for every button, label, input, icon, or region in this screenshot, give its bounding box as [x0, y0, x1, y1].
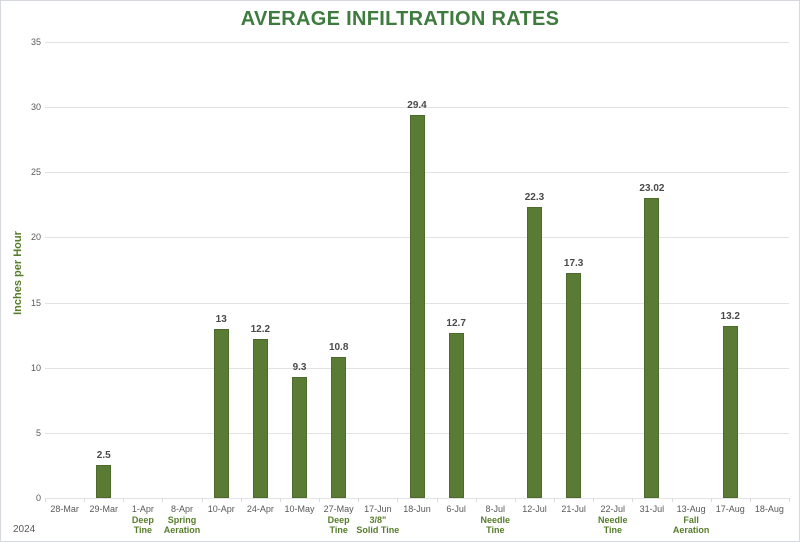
gridline	[45, 42, 789, 43]
x-axis-annotation: Deep Tine	[131, 515, 154, 535]
x-axis-label: 29-Mar	[89, 504, 118, 514]
x-axis-tick	[162, 498, 164, 502]
bar	[644, 198, 660, 498]
x-axis-annotation: 3/8" Solid Tine	[356, 515, 400, 535]
gridline	[45, 107, 789, 109]
x-axis-label: 18-Aug	[754, 504, 784, 514]
bar-value-label: 23.02	[639, 183, 665, 195]
x-axis-label: 27-May	[323, 504, 354, 514]
x-axis-tick	[514, 498, 516, 502]
x-axis-label: 1-Apr	[131, 504, 154, 514]
x-axis-tick	[710, 498, 712, 502]
x-axis-label: 17-Jun	[364, 504, 392, 514]
x-axis-annotation: Fall Aeration	[672, 515, 710, 535]
bar-value-label: 10.8	[328, 342, 349, 354]
y-axis-tick-label: 20	[30, 232, 41, 243]
bar	[566, 272, 582, 498]
bar-value-label: 2.5	[96, 450, 111, 462]
x-axis-label: 13-Aug	[676, 504, 706, 514]
bar	[252, 339, 268, 498]
x-axis-label: 12-Jul	[522, 504, 547, 514]
x-axis-label: 10-Apr	[207, 504, 235, 514]
x-axis-tick	[397, 498, 399, 502]
x-axis-tick	[789, 498, 790, 502]
x-axis-year-label: 2024	[13, 524, 36, 535]
x-axis-tick	[554, 498, 556, 502]
x-axis-tick	[201, 498, 203, 502]
x-axis-label: 22-Jul	[600, 504, 626, 514]
x-axis-tick	[45, 498, 46, 502]
bar-value-label: 17.3	[563, 257, 584, 269]
y-axis-tick-label: 25	[30, 167, 41, 178]
bar	[526, 207, 542, 498]
y-axis-tick-label: 30	[30, 102, 41, 113]
bar-value-label: 29.4	[407, 99, 427, 111]
y-axis-tick-label: 15	[30, 297, 41, 308]
bar	[722, 326, 738, 498]
bar-value-label: 12.7	[446, 317, 466, 329]
x-axis-annotation: Needle Tine	[480, 515, 511, 535]
x-axis-label: 8-Apr	[171, 504, 194, 514]
x-axis-label: 10-May	[284, 504, 315, 514]
x-axis-tick	[319, 498, 321, 502]
x-axis-tick	[436, 498, 438, 502]
x-axis-label: 28-Mar	[50, 504, 79, 514]
bar-value-label: 9.3	[292, 361, 307, 373]
x-axis-tick	[671, 498, 673, 502]
bar-value-label: 13	[215, 313, 227, 325]
bar	[409, 114, 425, 498]
x-axis-label: 8-Jul	[485, 504, 506, 514]
gridline	[45, 498, 789, 499]
x-axis-tick	[358, 498, 360, 502]
x-axis-label: 17-Aug	[715, 504, 745, 514]
bar	[331, 357, 347, 498]
x-axis-label: 31-Jul	[639, 504, 665, 514]
bar	[96, 465, 112, 498]
x-axis-annotation: Needle Tine	[598, 515, 628, 535]
bar	[213, 328, 229, 498]
x-axis-tick	[84, 498, 86, 502]
x-axis-tick	[749, 498, 751, 502]
x-axis-label: 21-Jul	[561, 504, 586, 514]
y-axis-tick-label: 10	[30, 362, 41, 373]
x-axis-label: 6-Jul	[446, 504, 466, 514]
y-axis-tick-label: 5	[35, 427, 41, 438]
x-axis-tick	[593, 498, 595, 502]
chart-title: AVERAGE INFILTRATION RATES	[240, 8, 560, 30]
x-axis-tick	[123, 498, 125, 502]
x-axis-label: 24-Apr	[246, 504, 274, 514]
x-axis-tick	[279, 498, 281, 502]
x-axis-tick	[475, 498, 477, 502]
bar	[448, 332, 464, 498]
x-axis-label: 18-Jun	[403, 504, 431, 514]
bar-value-label: 12.2	[250, 324, 271, 336]
y-axis-tick-label: 35	[30, 37, 41, 47]
x-axis-tick	[632, 498, 634, 502]
bar-value-label: 22.3	[524, 192, 545, 204]
x-axis-tick	[240, 498, 242, 502]
x-axis-annotation: Spring Aeration	[163, 515, 201, 535]
y-axis-tick-label: 0	[35, 493, 41, 503]
bar-value-label: 13.2	[720, 311, 740, 323]
x-axis-annotation: Deep Tine	[327, 515, 350, 535]
bar	[292, 376, 308, 498]
